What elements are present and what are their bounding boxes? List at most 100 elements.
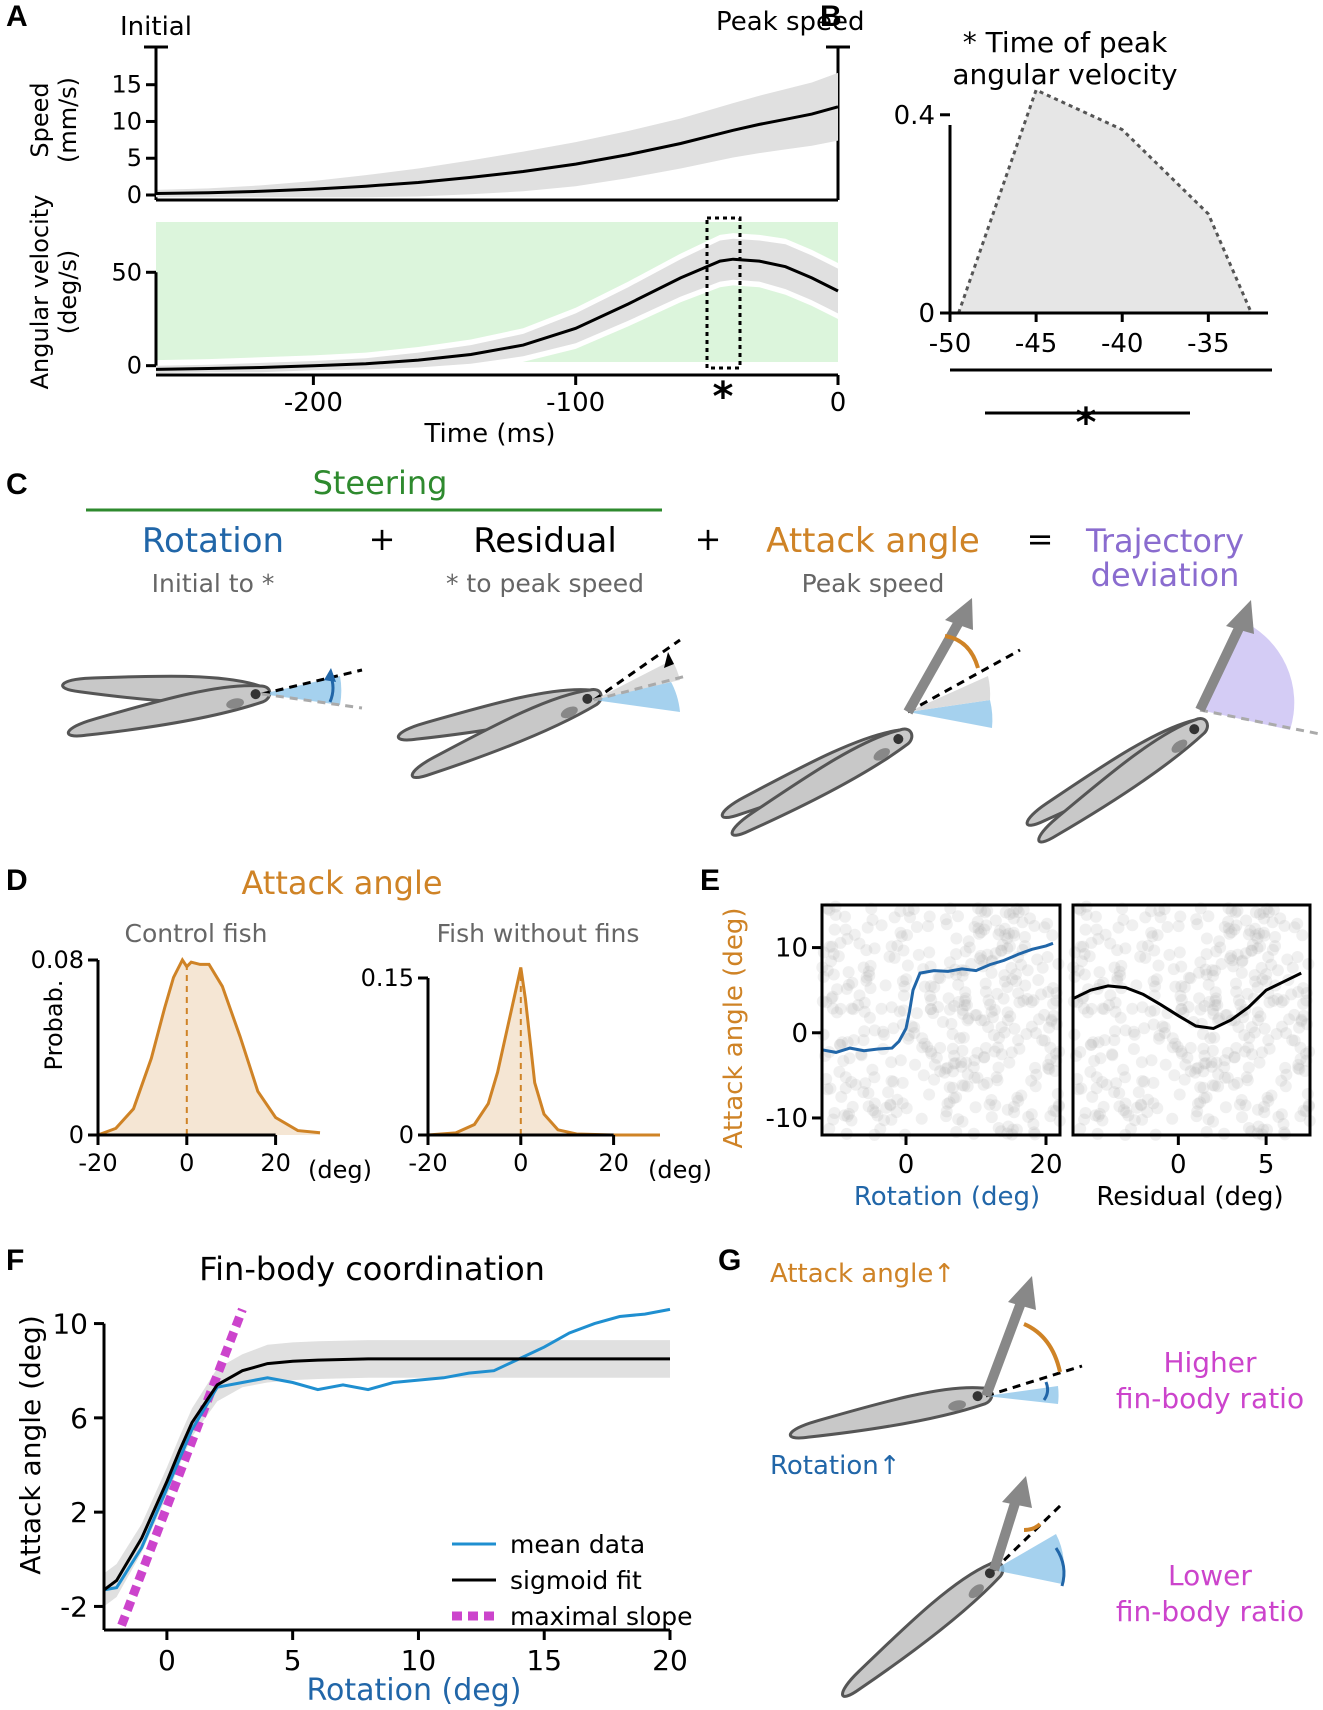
E_residual-point bbox=[1294, 1041, 1307, 1054]
E_residual-point bbox=[1271, 993, 1284, 1005]
E_residual-point bbox=[1100, 1078, 1113, 1091]
E_rotation-point bbox=[991, 1074, 1004, 1087]
E_rotation-point bbox=[989, 914, 1002, 927]
D_control-line bbox=[97, 957, 321, 1137]
E_residual-point bbox=[1239, 947, 1252, 960]
E_residual-x-tick-label: 5 bbox=[1258, 1150, 1275, 1180]
E_rotation-point bbox=[824, 1082, 837, 1095]
f-x-tick-label: 0 bbox=[158, 1644, 176, 1677]
E_residual-point bbox=[1208, 1079, 1221, 1092]
E_rotation-point bbox=[841, 1110, 854, 1123]
E_residual-point bbox=[1225, 926, 1238, 939]
E_residual-point bbox=[1178, 981, 1191, 994]
E_rotation-point bbox=[948, 1000, 961, 1012]
E_residual-point bbox=[1298, 1065, 1311, 1077]
E_residual-point bbox=[1172, 920, 1185, 933]
E_residual-point bbox=[1301, 1088, 1314, 1100]
E_rotation-point bbox=[934, 1065, 947, 1078]
E_rotation-point bbox=[839, 923, 852, 936]
E_residual-point bbox=[1225, 904, 1238, 917]
E_rotation-point bbox=[956, 1003, 969, 1016]
E_rotation-point bbox=[827, 948, 840, 960]
speed-plot: 0 5 10 15 bbox=[111, 71, 839, 209]
E_rotation-point bbox=[843, 1107, 855, 1120]
E_rotation-point bbox=[978, 1051, 990, 1064]
E_rotation-point bbox=[1010, 968, 1022, 981]
E_residual-point bbox=[1178, 1073, 1191, 1086]
E_residual-point bbox=[1258, 1106, 1271, 1119]
E_residual-point bbox=[1274, 912, 1287, 925]
E_rotation-point bbox=[968, 1071, 981, 1084]
E_residual-point bbox=[1236, 954, 1249, 967]
peak-time-window bbox=[705, 216, 742, 370]
E_rotation-point bbox=[945, 1017, 958, 1030]
E_residual-point bbox=[1199, 963, 1212, 976]
E_residual-point bbox=[1080, 908, 1093, 921]
E_residual-point bbox=[1189, 1066, 1202, 1079]
E_rotation-point bbox=[958, 1079, 971, 1092]
E_rotation-point bbox=[1033, 1013, 1045, 1026]
E_residual-point bbox=[1296, 929, 1309, 942]
E_rotation-point bbox=[958, 995, 971, 1007]
speed-line bbox=[155, 105, 839, 195]
E_rotation-point bbox=[971, 1046, 984, 1059]
D_control-y-tick-label: 0 bbox=[69, 1121, 84, 1149]
E_residual-point bbox=[1251, 942, 1264, 955]
E_residual-point bbox=[1078, 1002, 1090, 1015]
E_residual-point bbox=[1090, 923, 1103, 936]
E_residual-point bbox=[1194, 1003, 1207, 1016]
E_rotation-point bbox=[972, 922, 985, 935]
E_residual-point bbox=[1110, 1077, 1123, 1090]
E_residual-point bbox=[1235, 955, 1248, 968]
E_rotation-point bbox=[896, 1076, 909, 1089]
E_residual-point bbox=[1175, 994, 1188, 1006]
E_residual-point bbox=[1072, 1083, 1085, 1096]
E_residual-point bbox=[1232, 1021, 1245, 1033]
E_rotation-point bbox=[969, 1101, 982, 1114]
E_rotation-point bbox=[969, 1009, 982, 1022]
E_rotation-point bbox=[988, 1004, 1001, 1016]
E_residual-point bbox=[1245, 944, 1258, 957]
E_rotation-point bbox=[1043, 1063, 1056, 1076]
E_residual-point bbox=[1173, 946, 1186, 959]
E_rotation-point bbox=[885, 1075, 898, 1087]
E_residual-point bbox=[1295, 1013, 1308, 1026]
E_rotation-x-tick-label: 0 bbox=[898, 1150, 915, 1180]
g-rotation-up: Rotation↑ bbox=[770, 1451, 901, 1481]
E_residual-point bbox=[1175, 1003, 1188, 1016]
E_residual-point bbox=[1235, 1094, 1248, 1106]
E_residual-point bbox=[1151, 929, 1164, 942]
E_residual-point bbox=[1083, 950, 1096, 963]
E_rotation-point bbox=[934, 972, 947, 985]
E_residual-point bbox=[1078, 968, 1091, 981]
E_residual-point bbox=[1167, 963, 1180, 976]
E_rotation-point bbox=[1005, 961, 1018, 974]
E_rotation-point bbox=[928, 981, 941, 994]
E_residual-point bbox=[1231, 948, 1244, 961]
f-y-tick-label: 10 bbox=[52, 1308, 88, 1341]
E_rotation-point bbox=[1048, 1065, 1061, 1077]
E_residual-point bbox=[1171, 1040, 1184, 1053]
E_rotation-point bbox=[1045, 1015, 1058, 1028]
E_residual-point bbox=[1269, 940, 1281, 953]
E_residual-point bbox=[1206, 964, 1219, 977]
E_residual-point bbox=[1218, 1054, 1231, 1067]
E_rotation-point bbox=[971, 1071, 984, 1084]
E_residual-point bbox=[1209, 999, 1222, 1012]
E_rotation-point bbox=[978, 1051, 991, 1063]
E_residual-point bbox=[1242, 928, 1255, 941]
E_rotation-point bbox=[932, 971, 945, 984]
E_rotation-point bbox=[835, 1090, 848, 1103]
E_rotation-point bbox=[939, 913, 952, 926]
E_residual-point bbox=[1145, 926, 1158, 939]
E_residual-point bbox=[1200, 968, 1213, 981]
E_residual-point bbox=[1294, 1110, 1307, 1123]
E_rotation-point bbox=[1038, 1008, 1051, 1021]
E_rotation-point bbox=[882, 1086, 895, 1099]
E_residual-point bbox=[1258, 912, 1270, 925]
E_residual-point bbox=[1142, 1093, 1154, 1106]
E_rotation-point bbox=[999, 975, 1011, 988]
E_residual-point bbox=[1212, 1068, 1225, 1081]
b-x-tick-label: -45 bbox=[1015, 329, 1057, 359]
E_rotation-point bbox=[894, 926, 907, 939]
